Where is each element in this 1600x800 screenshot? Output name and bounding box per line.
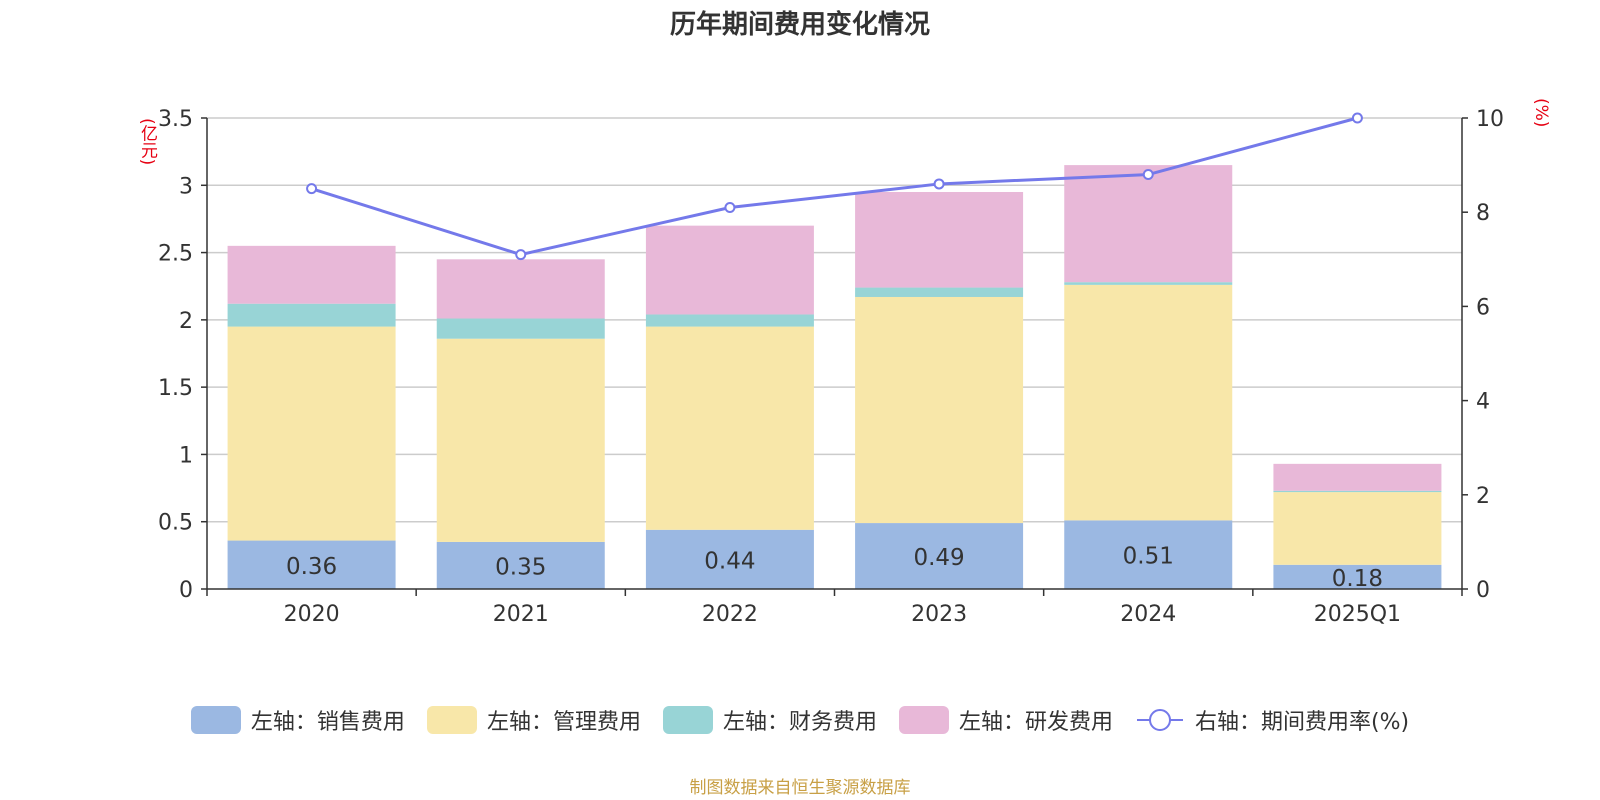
bar-segment-3: [855, 287, 1024, 297]
legend-swatch-sales: [190, 706, 241, 734]
legend-item-sales[interactable]: 左轴：销售费用: [190, 704, 405, 736]
legend-swatch-management: [426, 706, 477, 734]
left-axis-tick-label: 0.5: [158, 511, 193, 536]
right-axis-tick-label: 8: [1476, 201, 1490, 226]
bar-segment-1: [1273, 564, 1442, 589]
bar-segment-1: [1064, 520, 1233, 589]
legend-label-finance: 左轴：财务费用: [722, 710, 877, 735]
x-axis-tick-label: 2025Q1: [1314, 602, 1401, 627]
legend: 左轴：销售费用 左轴：管理费用 左轴：财务费用 左轴：研发费用 右轴：期间费用率…: [0, 704, 1600, 736]
bar-data-label: 0.36: [286, 554, 337, 580]
left-axis-unit-label: (亿元): [137, 118, 157, 166]
data-source-note: 制图数据来自恒生聚源数据库: [689, 778, 911, 798]
expense-rate-line: [311, 116, 1358, 257]
x-axis-tick-label: 2021: [493, 602, 549, 627]
left-axis-tick-label: 1.5: [158, 376, 193, 401]
expense-rate-point: [1351, 112, 1363, 124]
bar-data-label: 0.44: [704, 548, 755, 574]
legend-item-finance[interactable]: 左轴：财务费用: [662, 704, 877, 736]
x-axis-tick-label: 2020: [284, 602, 340, 627]
right-axis-tick-label: 6: [1476, 295, 1490, 320]
legend-label-management: 左轴：管理费用: [486, 710, 641, 735]
bar-segment-3: [645, 314, 814, 327]
bar-segment-2: [855, 296, 1024, 524]
left-axis-tick-label: 3: [179, 174, 193, 199]
legend-swatch-rnd: [898, 706, 949, 734]
bar-data-label: 0.18: [1332, 566, 1383, 592]
left-axis-tick-label: 2.5: [158, 242, 193, 267]
left-axis-tick-label: 2: [179, 309, 193, 334]
bar-segment-2: [1273, 492, 1442, 565]
bar-segment-1: [645, 529, 814, 589]
legend-item-management[interactable]: 左轴：管理费用: [426, 704, 641, 736]
bar-segment-4: [1273, 463, 1442, 491]
left-axis-tick-label: 1: [179, 443, 193, 468]
bar-segment-4: [855, 192, 1024, 288]
bar-segment-3: [227, 303, 396, 327]
right-axis-tick-label: 2: [1476, 484, 1490, 509]
bar-data-label: 0.35: [495, 554, 546, 580]
legend-swatch-finance: [662, 706, 713, 734]
bar-data-label: 0.49: [913, 545, 964, 571]
expense-rate-point: [724, 201, 736, 213]
x-axis-tick-label: 2022: [702, 602, 758, 627]
bar-segment-2: [1064, 284, 1233, 521]
bar-segment-2: [645, 326, 814, 530]
bar-segment-2: [227, 326, 396, 541]
left-axis-tick-label: 0: [179, 578, 193, 603]
legend-line-marker-icon: [1136, 709, 1183, 731]
bar-segment-4: [436, 259, 605, 319]
expense-rate-point: [515, 249, 527, 261]
right-axis-tick-label: 4: [1476, 390, 1490, 415]
legend-label-rnd: 左轴：研发费用: [958, 710, 1113, 735]
bar-segment-4: [1064, 165, 1233, 283]
x-axis-tick-label: 2023: [911, 602, 967, 627]
bar-segment-4: [227, 245, 396, 304]
bar-segment-1: [855, 523, 1024, 589]
legend-label-expense-rate: 右轴：期间费用率(%): [1194, 710, 1410, 735]
bar-segment-3: [1064, 282, 1233, 285]
expense-rate-point: [1142, 169, 1154, 181]
right-axis-tick-label: 10: [1476, 107, 1504, 132]
legend-item-expense-rate[interactable]: 右轴：期间费用率(%): [1135, 704, 1409, 736]
right-axis-tick-label: 0: [1476, 578, 1490, 603]
bar-data-label: 0.51: [1123, 544, 1174, 570]
bar-segment-3: [1273, 490, 1442, 493]
expense-rate-point: [933, 178, 945, 190]
bar-segment-2: [436, 338, 605, 542]
bar-segment-3: [436, 318, 605, 339]
legend-label-sales: 左轴：销售费用: [250, 710, 405, 735]
left-axis-tick-label: 3.5: [158, 107, 193, 132]
expense-rate-point: [306, 183, 318, 195]
right-axis-unit-label: (%): [1531, 98, 1551, 128]
bar-segment-1: [436, 541, 605, 589]
bar-segment-4: [645, 225, 814, 315]
x-axis-tick-label: 2024: [1120, 602, 1176, 627]
bar-segment-1: [227, 540, 396, 589]
chart-title: 历年期间费用变化情况: [669, 10, 930, 40]
legend-item-rnd[interactable]: 左轴：研发费用: [898, 704, 1113, 736]
